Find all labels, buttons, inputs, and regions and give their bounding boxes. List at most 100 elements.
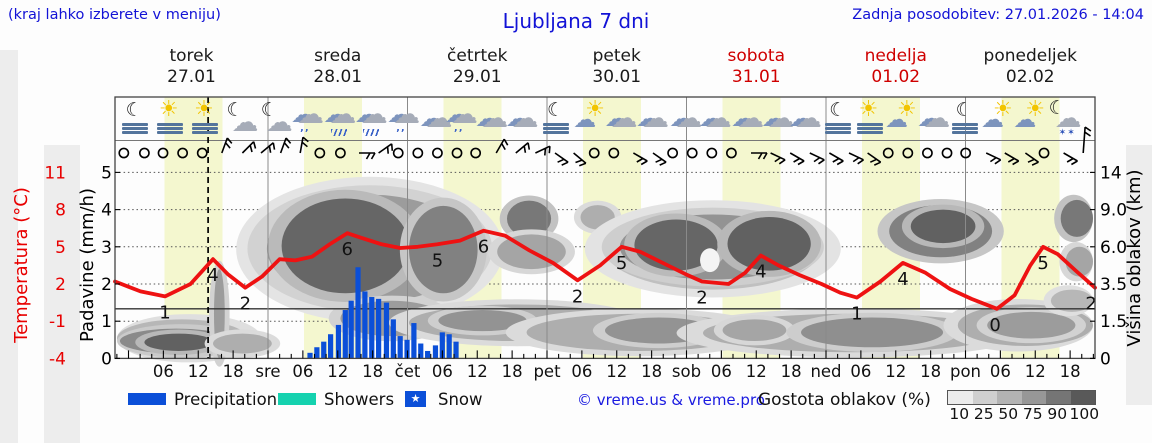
svg-text:0: 0 (1100, 349, 1111, 369)
svg-text:4: 4 (755, 261, 766, 282)
svg-text:pon: pon (950, 362, 981, 381)
moon-cloud-icon: ☾ ☁ (260, 99, 293, 138)
temperature-curve (113, 228, 1097, 311)
svg-text:2: 2 (101, 275, 112, 295)
svg-text:12: 12 (467, 362, 488, 381)
svg-text:5: 5 (1037, 253, 1048, 274)
sun-cloud-icon: ☀ ☁ (884, 97, 917, 133)
cloud-icon: ☁ ☁ (419, 103, 453, 134)
sun-fog-icon: ☀ (852, 99, 888, 141)
moon-fog-icon: ☾ (117, 99, 153, 141)
svg-text:2: 2 (1085, 294, 1096, 315)
rain-icon: ☁ ☁ (354, 99, 390, 141)
svg-text:-1: -1 (49, 312, 66, 332)
moon-cloud-snow-icon: ☾ ☁ ✶✶ (1048, 97, 1082, 138)
cloud-icon: ☁ ☁ (761, 103, 795, 134)
svg-text:06: 06 (292, 362, 313, 381)
time-axis-labels: 06 12 18 sre 06 12 18 čet 06 12 18 pet 06 12 18 sob 06 12… (153, 362, 1081, 381)
density-tick-50: 50 (998, 405, 1019, 423)
svg-text:12: 12 (746, 362, 767, 381)
svg-text:1.5: 1.5 (1100, 312, 1127, 332)
moon-fog-icon: ☾ (947, 99, 983, 141)
legend-bar: Precipitation Showers ★ Snow © vreme.us … (0, 387, 1152, 427)
density-cell-100 (1070, 391, 1095, 404)
cloud-density-field (116, 176, 1094, 367)
page-title: Ljubljana 7 dni (502, 9, 650, 33)
density-tick-10: 10 (949, 405, 970, 423)
cloud-icon: ☁ ☁ (604, 103, 638, 134)
svg-text:0: 0 (989, 315, 1000, 336)
svg-text:06: 06 (571, 362, 592, 381)
svg-text:3: 3 (101, 238, 112, 258)
day-label-ponedeljek: ponedeljek 02.02 (983, 46, 1077, 87)
temperature-axis-ticks: 11 8 5 2 -1 -4 (44, 163, 66, 369)
cloud-icon: ☁ ☁ (505, 103, 539, 134)
svg-text:5: 5 (55, 238, 66, 258)
svg-text:12: 12 (885, 362, 906, 381)
svg-text:2: 2 (696, 288, 707, 309)
svg-text:11: 11 (44, 163, 66, 183)
svg-text:06: 06 (432, 362, 453, 381)
drizzle-icon: ☁ ☁’’ (387, 99, 421, 139)
cloud-height-axis-ticks: 14 9.0 6.0 3.5 1.5 0 (1100, 163, 1127, 369)
svg-text:18: 18 (502, 362, 523, 381)
svg-text:4: 4 (207, 265, 218, 286)
cloud-icon: ☁ ☁ (475, 103, 509, 134)
sun-fog-icon: ☀ (152, 99, 188, 141)
svg-text:18: 18 (641, 362, 662, 381)
temperature-axis-strip (44, 145, 80, 443)
density-cell-25 (972, 391, 997, 404)
density-tick-100: 100 (1069, 405, 1100, 423)
density-tick-25: 25 (973, 405, 994, 423)
day-label-torek: torek 27.01 (167, 46, 216, 87)
svg-text:6.0: 6.0 (1100, 238, 1127, 258)
cloud-icon: ☁ ☁ (669, 103, 703, 134)
temperature-axis-title: Temperatura (°C) (11, 187, 32, 344)
cloud-density-tick-labels: 10 25 50 75 90 100 (947, 405, 1100, 423)
svg-text:18: 18 (362, 362, 383, 381)
density-cell-90 (1046, 391, 1071, 404)
cloud-icon: ☁ ☁ (788, 103, 822, 134)
svg-text:2: 2 (55, 275, 66, 295)
cloud-icon: ☁ ☁ (698, 103, 732, 134)
svg-text:12: 12 (188, 362, 209, 381)
day-label-četrtek: četrtek 29.01 (447, 46, 508, 87)
svg-text:14: 14 (1100, 163, 1122, 183)
precipitation-swatch (128, 393, 166, 405)
precipitation-bars (307, 267, 459, 359)
cloud-icon: ☁ ☁ (636, 103, 670, 134)
svg-text:1: 1 (851, 304, 862, 325)
svg-text:sre: sre (255, 362, 280, 381)
svg-text:18: 18 (781, 362, 802, 381)
svg-text:6: 6 (342, 239, 353, 260)
snow-star-icon: ★ (410, 392, 421, 405)
drizzle-icon: ☁ ☁’’ (291, 99, 325, 139)
density-cell-10 (948, 391, 973, 404)
svg-text:18: 18 (1060, 362, 1081, 381)
svg-text:06: 06 (990, 362, 1011, 381)
svg-text:18: 18 (920, 362, 941, 381)
cloud-icon: ☁ ☁ (731, 103, 765, 134)
cloud-density-gradient (947, 390, 1096, 405)
credit-link[interactable]: © vreme.us & vreme.pro (577, 391, 765, 409)
svg-text:06: 06 (850, 362, 871, 381)
density-cell-50 (997, 391, 1022, 404)
svg-text:ned: ned (810, 362, 841, 381)
svg-text:2: 2 (572, 286, 583, 307)
svg-text:8: 8 (55, 201, 66, 221)
showers-swatch (278, 393, 316, 405)
svg-text:2: 2 (240, 294, 251, 315)
last-update-text: Zadnja posodobitev: 27.01.2026 - 14:04 (852, 7, 1144, 23)
moon-cloud-icon: ☾ ☁ (226, 99, 259, 138)
svg-text:12: 12 (1025, 362, 1046, 381)
moon-fog-icon: ☾ (820, 99, 856, 141)
density-tick-75: 75 (1022, 405, 1043, 423)
density-tick-90: 90 (1047, 405, 1068, 423)
svg-text:0: 0 (101, 349, 112, 369)
precipitation-axis-ticks: 5 4 3 2 1 0 (101, 163, 112, 369)
wind-barbs-row (118, 126, 1092, 167)
svg-text:1: 1 (101, 312, 112, 332)
svg-text:6: 6 (478, 237, 489, 258)
svg-text:3.5: 3.5 (1100, 275, 1127, 295)
